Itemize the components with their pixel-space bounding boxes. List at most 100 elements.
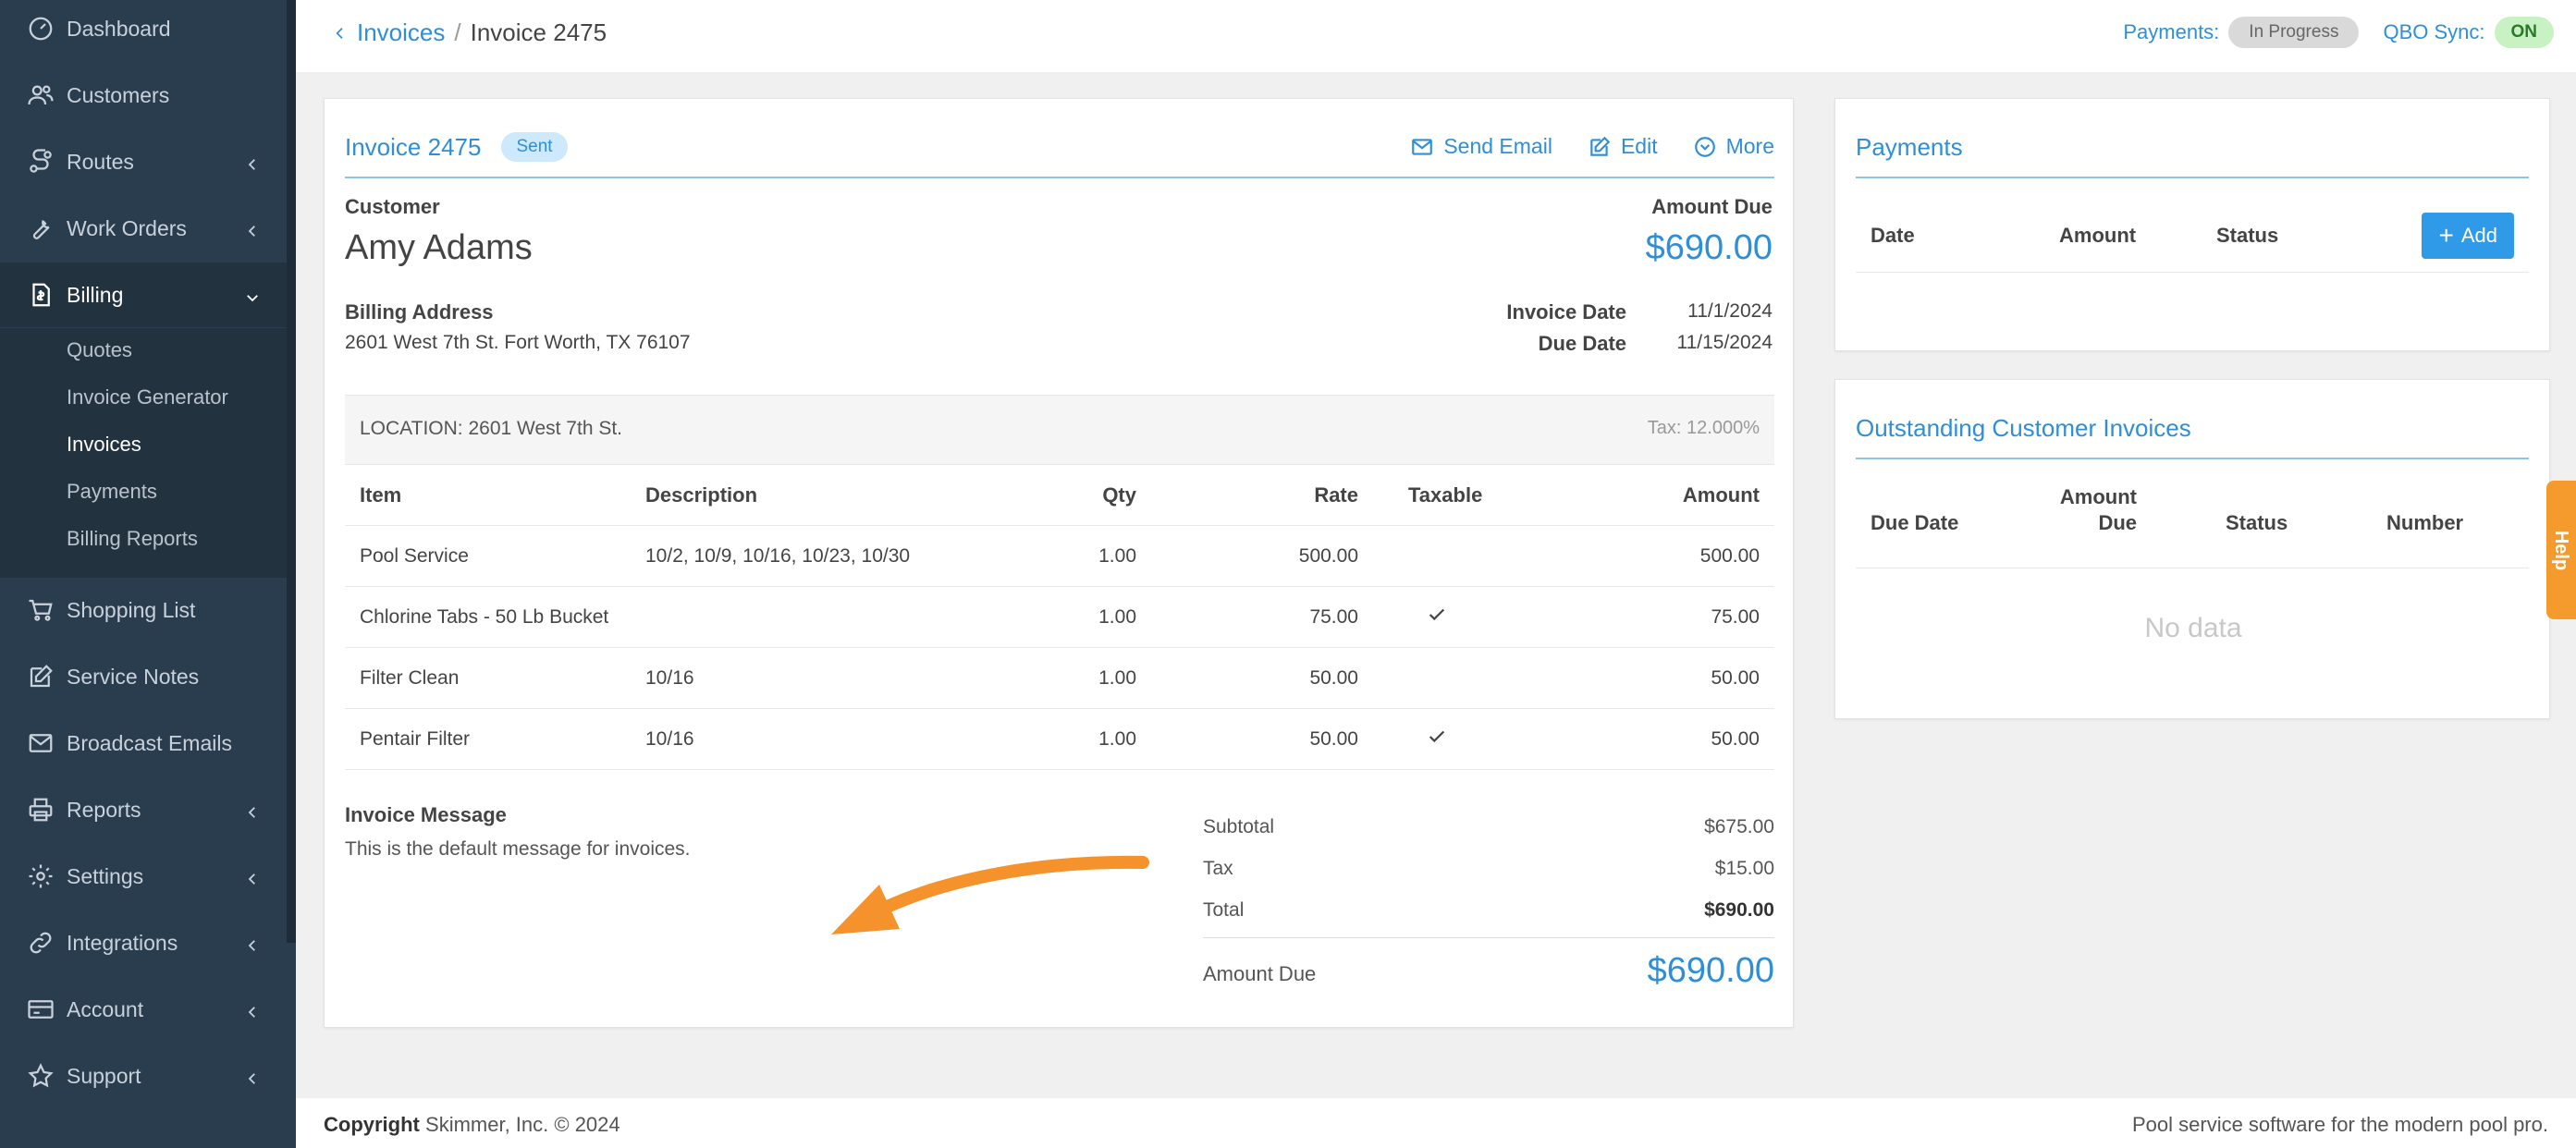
- gear-icon: [26, 861, 55, 891]
- submenu-item-payments[interactable]: Payments: [67, 480, 157, 503]
- sidebar-item-service-notes[interactable]: Service Notes: [0, 644, 287, 709]
- edit-button[interactable]: Edit: [1588, 134, 1658, 159]
- subtotal-label: Subtotal: [1203, 816, 1275, 837]
- due-date-label: Due Date: [1538, 332, 1626, 355]
- payments-table-header: Date Amount Status + Add: [1856, 199, 2529, 273]
- table-row: Pentair Filter 10/16 1.00 50.00 50.00: [345, 709, 1774, 770]
- due-date: 11/15/2024: [1676, 332, 1773, 353]
- column-header-amount-due: Amount: [2059, 485, 2137, 508]
- column-header-amount: Amount: [2059, 223, 2137, 247]
- cell-item: Chlorine Tabs - 50 Lb Bucket: [360, 605, 609, 628]
- totals-section: Subtotal $675.00 Tax $15.00 Total $690.0…: [1203, 809, 1774, 1003]
- more-button[interactable]: More: [1693, 134, 1774, 159]
- sidebar-item-label: Routes: [67, 149, 134, 174]
- send-email-button[interactable]: Send Email: [1410, 134, 1552, 159]
- breadcrumb-invoices-link[interactable]: Invoices: [357, 18, 446, 46]
- submenu-item-quotes[interactable]: Quotes: [67, 338, 132, 361]
- billing-submenu: Quotes Invoice Generator Invoices Paymen…: [0, 328, 287, 578]
- amount-due-row: Amount Due $690.00: [1203, 938, 1774, 1003]
- sidebar-scrollbar[interactable]: [287, 0, 296, 943]
- chevron-left-icon: [244, 153, 261, 170]
- breadcrumb: Invoices / Invoice 2475: [333, 18, 607, 47]
- help-label: Help: [2551, 530, 2572, 570]
- sidebar-item-dashboard[interactable]: Dashboard: [0, 0, 287, 61]
- sidebar-item-label: Broadcast Emails: [67, 730, 232, 755]
- amount-due-footer-value: $690.00: [1647, 951, 1774, 990]
- printer-icon: [26, 795, 55, 824]
- sidebar-item-reports[interactable]: Reports: [0, 777, 287, 842]
- sidebar-item-settings[interactable]: Settings: [0, 844, 287, 909]
- more-label: More: [1725, 134, 1774, 158]
- chevron-left-icon: [244, 934, 261, 951]
- account-card-icon: [26, 995, 55, 1024]
- chevron-left-icon: [244, 220, 261, 237]
- sidebar-item-label: Work Orders: [67, 215, 187, 240]
- column-header-status: Status: [2216, 223, 2279, 247]
- checkmark-icon: [1427, 605, 1447, 630]
- sidebar-item-account[interactable]: Account: [0, 977, 287, 1042]
- help-tab[interactable]: Help: [2546, 481, 2576, 619]
- chevron-left-icon[interactable]: [333, 18, 357, 47]
- add-payment-label: Add: [2460, 223, 2497, 247]
- sidebar-item-work-orders[interactable]: Work Orders: [0, 196, 287, 261]
- table-row: Filter Clean 10/16 1.00 50.00 50.00: [345, 648, 1774, 709]
- edit-label: Edit: [1620, 134, 1658, 158]
- totals-divider: [1203, 937, 1774, 938]
- sidebar-item-integrations[interactable]: Integrations: [0, 910, 287, 975]
- customer-label: Customer: [345, 195, 440, 218]
- sidebar-item-support[interactable]: Support: [0, 1044, 287, 1108]
- sidebar-item-label: Support: [67, 1063, 141, 1088]
- outstanding-invoices-card: Outstanding Customer Invoices Due Date A…: [1834, 379, 2550, 719]
- invoice-card: Invoice 2475 Sent Send Email Edit More C…: [324, 98, 1794, 1028]
- sidebar-item-label: Dashboard: [67, 16, 171, 41]
- qbo-sync-label[interactable]: QBO Sync:: [2383, 20, 2485, 43]
- copyright-label: Copyright: [324, 1113, 420, 1136]
- table-row: Pool Service 10/2, 10/9, 10/16, 10/23, 1…: [345, 526, 1774, 587]
- sidebar-item-billing[interactable]: Billing: [0, 263, 287, 327]
- sidebar-item-broadcast-emails[interactable]: Broadcast Emails: [0, 711, 287, 776]
- payments-status-label[interactable]: Payments:: [2123, 20, 2220, 43]
- line-items-table: Item Description Qty Rate Taxable Amount…: [345, 465, 1774, 770]
- location-text: LOCATION: 2601 West 7th St.: [360, 418, 623, 439]
- column-header-rate: Rate: [1314, 482, 1358, 507]
- add-payment-button[interactable]: + Add: [2422, 212, 2514, 259]
- total-value: $690.00: [1704, 899, 1774, 921]
- copyright: Copyright Skimmer, Inc. © 2024: [324, 1113, 620, 1137]
- cell-qty: 1.00: [1098, 544, 1136, 567]
- table-row: Chlorine Tabs - 50 Lb Bucket 1.00 75.00 …: [345, 587, 1774, 648]
- tax-row: Tax $15.00: [1203, 850, 1774, 892]
- invoice-actions: Send Email Edit More: [1375, 134, 1774, 159]
- chevron-left-icon: [244, 868, 261, 885]
- chevron-left-icon: [244, 801, 261, 818]
- cell-amount: 500.00: [1699, 544, 1760, 567]
- star-icon: [26, 1061, 55, 1091]
- cell-amount: 50.00: [1711, 666, 1760, 689]
- routes-icon: [26, 147, 55, 177]
- cart-icon: [26, 595, 55, 625]
- sidebar-item-routes[interactable]: Routes: [0, 129, 287, 194]
- column-header-status: Status: [2226, 511, 2288, 534]
- column-header-number: Number: [2386, 511, 2464, 534]
- cell-description: 10/16: [645, 666, 694, 689]
- sidebar-item-label: Reports: [67, 797, 141, 822]
- checkmark-icon: [1427, 727, 1447, 752]
- outstanding-table-header: Due Date Amount Due Status Number: [1856, 476, 2529, 568]
- invoice-date-label: Invoice Date: [1506, 300, 1626, 324]
- column-header-qty: Qty: [1102, 482, 1136, 507]
- submenu-item-invoice-generator[interactable]: Invoice Generator: [67, 385, 228, 409]
- sidebar-item-label: Service Notes: [67, 664, 200, 689]
- status-badge: Sent: [501, 132, 568, 162]
- cell-rate: 500.00: [1298, 544, 1358, 567]
- table-header-row: Item Description Qty Rate Taxable Amount: [345, 465, 1774, 526]
- submenu-item-invoices[interactable]: Invoices: [67, 433, 141, 456]
- annotation-arrow-icon: [831, 855, 1149, 934]
- chevron-left-icon: [244, 1068, 261, 1084]
- sidebar: Dashboard Customers Routes Work Orders B…: [0, 0, 296, 1148]
- cell-rate: 50.00: [1309, 666, 1358, 689]
- subtotal-value: $675.00: [1704, 816, 1774, 837]
- column-header-amount: Amount: [1682, 482, 1760, 507]
- sidebar-item-shopping-list[interactable]: Shopping List: [0, 578, 287, 642]
- sidebar-item-customers[interactable]: Customers: [0, 63, 287, 128]
- billing-icon: [26, 280, 55, 310]
- submenu-item-billing-reports[interactable]: Billing Reports: [67, 527, 198, 550]
